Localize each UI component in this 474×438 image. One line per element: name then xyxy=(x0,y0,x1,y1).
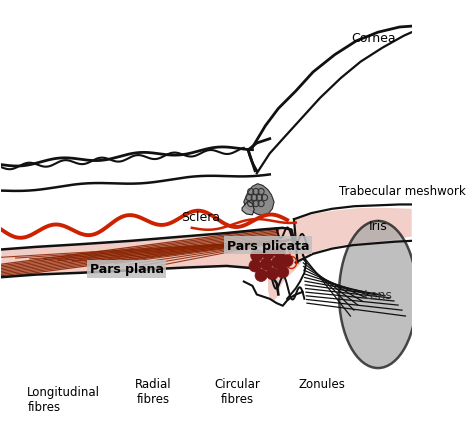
Text: Pars plicata: Pars plicata xyxy=(227,239,309,252)
Circle shape xyxy=(249,260,261,272)
Text: Radial
fibres: Radial fibres xyxy=(135,377,171,405)
Circle shape xyxy=(255,270,267,282)
Text: Sclera: Sclera xyxy=(181,211,220,223)
Circle shape xyxy=(281,255,293,267)
Text: Lens: Lens xyxy=(364,288,392,301)
Circle shape xyxy=(277,266,289,279)
Polygon shape xyxy=(242,201,254,215)
Circle shape xyxy=(273,247,285,258)
Text: Zonules: Zonules xyxy=(298,377,345,390)
Ellipse shape xyxy=(339,221,417,368)
Polygon shape xyxy=(268,228,306,301)
Text: Pars plana: Pars plana xyxy=(90,262,164,276)
Text: Longitudinal
fibres: Longitudinal fibres xyxy=(27,385,100,413)
Text: Trabecular meshwork: Trabecular meshwork xyxy=(339,185,466,198)
Polygon shape xyxy=(1,230,294,301)
Circle shape xyxy=(251,250,263,262)
Circle shape xyxy=(260,258,273,271)
Circle shape xyxy=(262,248,274,260)
Text: Cornea: Cornea xyxy=(351,32,396,45)
Circle shape xyxy=(266,268,278,280)
Polygon shape xyxy=(292,208,412,263)
Circle shape xyxy=(272,257,283,269)
Text: Iris: Iris xyxy=(369,219,387,232)
Polygon shape xyxy=(244,184,274,216)
Text: Circular
fibres: Circular fibres xyxy=(214,377,260,405)
